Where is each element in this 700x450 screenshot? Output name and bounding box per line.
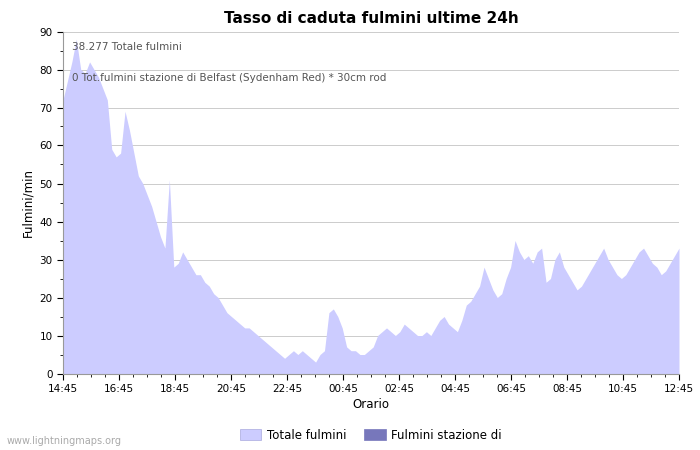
Y-axis label: Fulmini/min: Fulmini/min bbox=[21, 168, 34, 237]
Text: www.lightningmaps.org: www.lightningmaps.org bbox=[7, 436, 122, 446]
Text: 38.277 Totale fulmini: 38.277 Totale fulmini bbox=[72, 42, 182, 52]
X-axis label: Orario: Orario bbox=[353, 398, 389, 411]
Legend: Totale fulmini, Fulmini stazione di: Totale fulmini, Fulmini stazione di bbox=[235, 424, 507, 446]
Title: Tasso di caduta fulmini ultime 24h: Tasso di caduta fulmini ultime 24h bbox=[223, 11, 519, 26]
Text: 0 Tot.fulmini stazione di Belfast (Sydenham Red) * 30cm rod: 0 Tot.fulmini stazione di Belfast (Syden… bbox=[72, 72, 386, 82]
